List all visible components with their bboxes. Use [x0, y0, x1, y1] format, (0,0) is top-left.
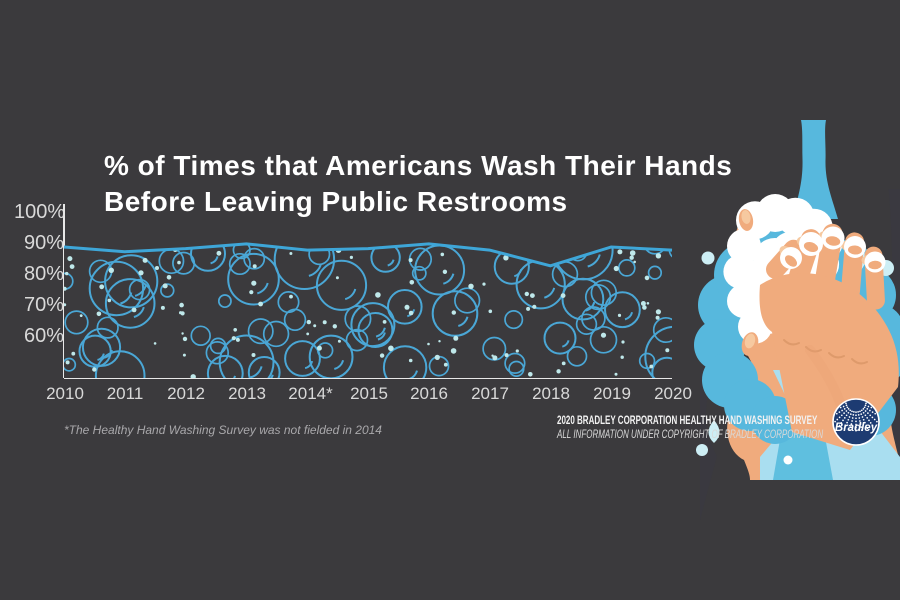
- svg-text:Bradley: Bradley: [835, 422, 878, 434]
